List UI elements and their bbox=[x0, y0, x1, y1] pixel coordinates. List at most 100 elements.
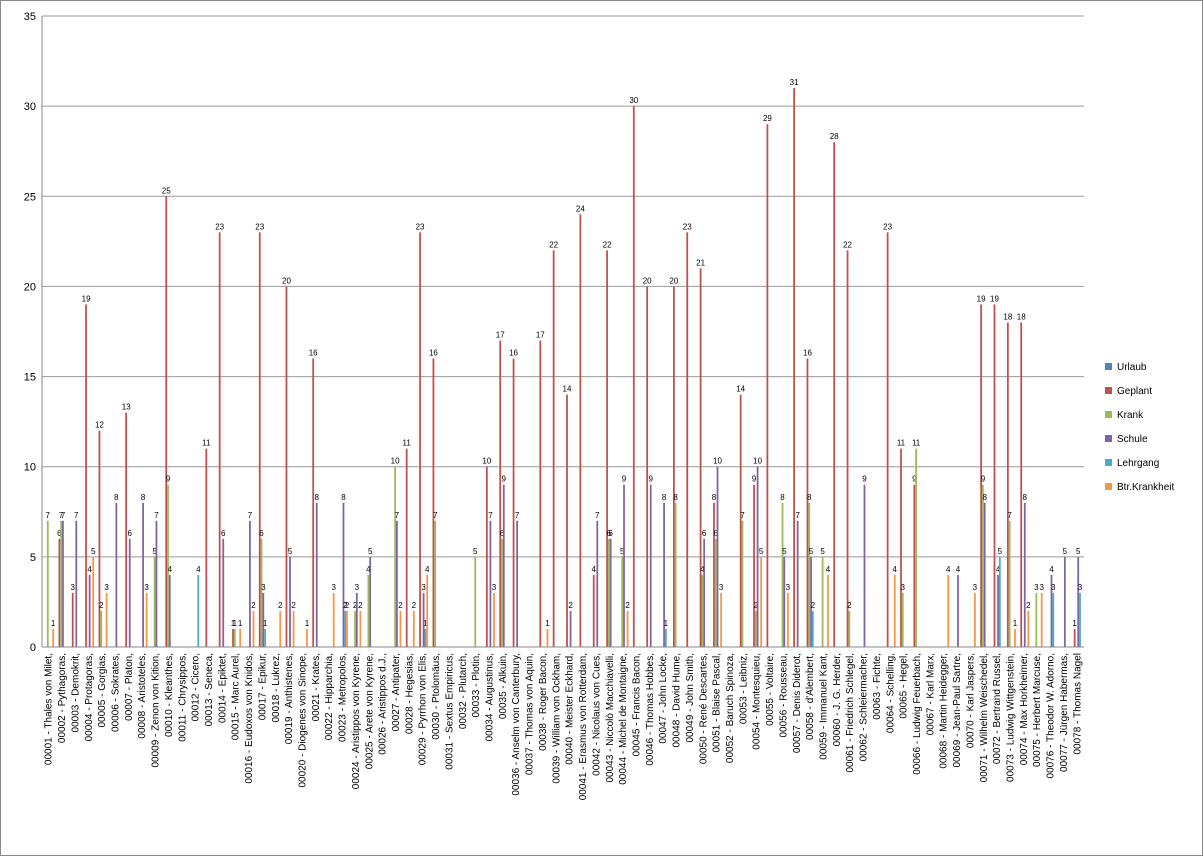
bar bbox=[686, 232, 689, 648]
x-tick-label: 00070 - Karl Jaspers, bbox=[965, 653, 976, 748]
legend-swatch bbox=[1105, 483, 1112, 490]
x-tick-label: 00011 - Chrysippos, bbox=[177, 653, 188, 742]
value-label: 9 bbox=[752, 475, 757, 484]
value-label: 5 bbox=[782, 547, 787, 556]
bar bbox=[262, 592, 265, 647]
value-label: 2 bbox=[278, 601, 283, 610]
value-label: 1 bbox=[231, 619, 236, 628]
bar bbox=[546, 628, 549, 647]
value-label: 10 bbox=[753, 457, 762, 466]
x-tick-label: 00061 - Friedrich Schlegel, bbox=[845, 653, 856, 773]
value-label: 5 bbox=[1076, 547, 1081, 556]
bar bbox=[58, 538, 61, 647]
x-tick-label: 00047 - John Locke, bbox=[658, 653, 669, 744]
value-label: 8 bbox=[807, 493, 812, 502]
value-label: 7 bbox=[595, 511, 600, 520]
bar bbox=[501, 538, 503, 647]
bar bbox=[289, 556, 291, 647]
bar bbox=[75, 520, 78, 647]
x-tick-label: 00065 - Hegel, bbox=[899, 653, 910, 719]
value-label: 7 bbox=[433, 511, 438, 520]
value-label: 3 bbox=[355, 583, 360, 592]
value-label: 31 bbox=[790, 78, 799, 87]
bar bbox=[793, 88, 796, 648]
value-label: 23 bbox=[683, 222, 692, 231]
bar bbox=[342, 502, 345, 647]
value-label: 6 bbox=[500, 529, 505, 538]
bar bbox=[424, 628, 427, 647]
value-label: 5 bbox=[998, 547, 1003, 556]
bar bbox=[900, 448, 902, 647]
bar bbox=[426, 574, 429, 647]
y-tick-label: 5 bbox=[30, 552, 36, 564]
value-label: 11 bbox=[202, 439, 211, 448]
bar bbox=[46, 520, 49, 647]
x-tick-label: 00029 - Pyrrhon von Elis, bbox=[418, 653, 429, 765]
x-tick-label: 00022 - Hipparchia, bbox=[324, 653, 335, 740]
value-label: 5 bbox=[152, 547, 157, 556]
value-label: 4 bbox=[168, 565, 173, 574]
value-label: 5 bbox=[91, 547, 96, 556]
value-label: 4 bbox=[700, 565, 705, 574]
x-tick-label: 00002 - Pythagoras, bbox=[57, 653, 68, 743]
value-label: 2 bbox=[251, 601, 256, 610]
x-tick-label: 00019 - Anthistenes, bbox=[284, 653, 295, 744]
bar bbox=[766, 124, 769, 647]
value-label: 10 bbox=[482, 457, 491, 466]
x-tick-label: 00073 - Ludwig Wittgenstein, bbox=[1006, 653, 1017, 782]
value-label: 2 bbox=[345, 601, 350, 610]
bar bbox=[810, 556, 812, 647]
value-label: 7 bbox=[1007, 511, 1012, 520]
bar bbox=[786, 592, 789, 647]
legend-swatch bbox=[1105, 459, 1112, 466]
bar bbox=[168, 574, 171, 647]
value-label: 2 bbox=[398, 601, 403, 610]
value-label: 3 bbox=[1051, 583, 1056, 592]
bar bbox=[222, 538, 225, 647]
x-tick-label: 00018 - Lukrez, bbox=[271, 653, 282, 723]
value-label: 23 bbox=[255, 222, 264, 231]
value-label: 6 bbox=[57, 529, 62, 538]
bar bbox=[1020, 322, 1023, 647]
x-tick-label: 00016 - Eudoxos von Knidos, bbox=[244, 653, 255, 784]
value-label: 6 bbox=[259, 529, 264, 538]
x-tick-label: 00025 - Arete von Kyrene, bbox=[364, 653, 375, 769]
value-label: 5 bbox=[288, 547, 293, 556]
x-tick-label: 00004 - Protagoras, bbox=[84, 653, 95, 741]
bar bbox=[592, 574, 595, 647]
bar bbox=[607, 538, 610, 647]
bar bbox=[512, 358, 515, 647]
x-tick-label: 00023 - Metropolos, bbox=[338, 653, 349, 742]
bar bbox=[62, 520, 64, 647]
x-tick-label: 00015 - Marc Aurel, bbox=[231, 653, 242, 740]
bar bbox=[285, 286, 288, 647]
bar bbox=[474, 556, 477, 647]
x-tick-label: 00021 - Krates, bbox=[311, 653, 322, 721]
bar bbox=[913, 484, 916, 647]
bar bbox=[566, 394, 568, 647]
x-tick-label: 00001 - Thales von Milet, bbox=[44, 653, 55, 765]
value-label: 8 bbox=[780, 493, 785, 502]
x-tick-label: 00007 - Platon, bbox=[124, 653, 135, 721]
value-label: 4 bbox=[366, 565, 371, 574]
value-label: 7 bbox=[74, 511, 79, 520]
value-label: 4 bbox=[591, 565, 596, 574]
value-label: 8 bbox=[341, 493, 346, 502]
bar bbox=[499, 340, 502, 647]
x-tick-label: 00009 - Zenon von Kition, bbox=[151, 653, 162, 768]
value-label: 1 bbox=[51, 619, 56, 628]
bar bbox=[741, 520, 744, 647]
value-label: 11 bbox=[403, 439, 412, 448]
value-label: 16 bbox=[429, 349, 438, 358]
value-label: 30 bbox=[629, 96, 638, 105]
bar bbox=[703, 538, 706, 647]
value-label: 21 bbox=[696, 258, 705, 267]
value-label: 2 bbox=[754, 601, 759, 610]
value-label: 4 bbox=[826, 565, 831, 574]
value-label: 25 bbox=[162, 186, 171, 195]
x-tick-label: 00038 - Roger Bacon, bbox=[538, 653, 549, 751]
y-tick-label: 25 bbox=[24, 191, 36, 203]
value-label: 19 bbox=[82, 294, 91, 303]
value-label: 7 bbox=[515, 511, 520, 520]
